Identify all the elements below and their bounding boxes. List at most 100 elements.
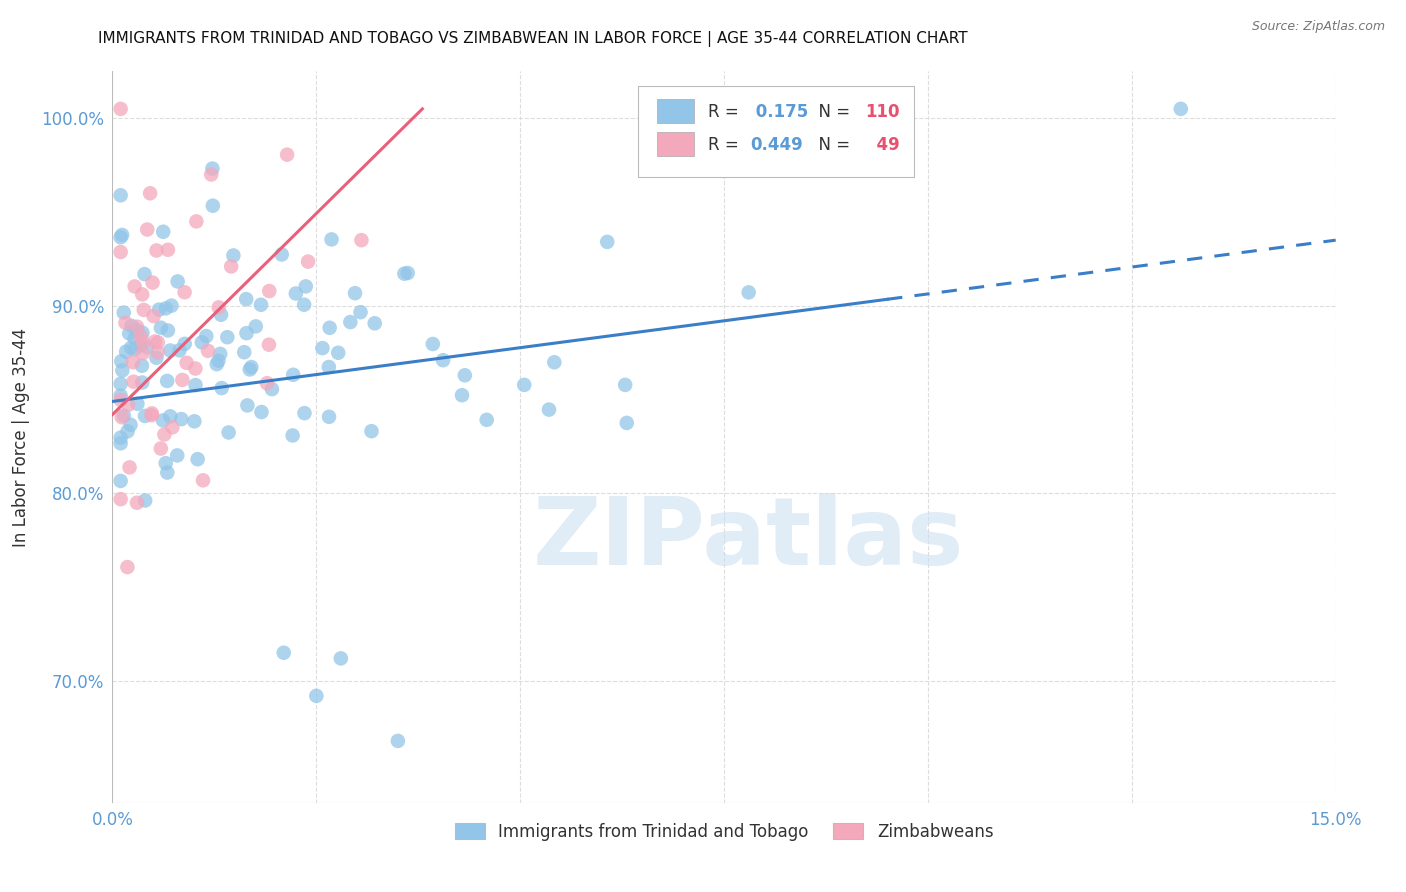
Point xyxy=(186,214,208,228)
Point xyxy=(129,338,152,352)
Point xyxy=(233,345,256,359)
Point xyxy=(110,474,132,488)
Point xyxy=(432,353,454,368)
Point xyxy=(245,319,267,334)
Point xyxy=(121,318,143,333)
Point xyxy=(112,305,135,319)
Point xyxy=(284,286,307,301)
Point xyxy=(111,227,134,242)
Point xyxy=(349,305,371,319)
Point xyxy=(129,329,152,343)
Point xyxy=(162,420,184,434)
Point xyxy=(141,409,163,423)
Point xyxy=(311,341,333,355)
Point xyxy=(156,374,179,388)
Point xyxy=(134,493,156,508)
Point xyxy=(236,398,259,412)
Point xyxy=(596,235,619,249)
FancyBboxPatch shape xyxy=(657,99,693,123)
Point xyxy=(239,362,262,376)
Point xyxy=(201,161,224,176)
Point xyxy=(124,343,146,357)
Point xyxy=(201,199,224,213)
Point xyxy=(155,301,177,316)
Text: ZIPatlas: ZIPatlas xyxy=(533,493,965,585)
Point xyxy=(146,345,169,359)
Point xyxy=(142,309,165,323)
Point xyxy=(270,247,292,261)
Point xyxy=(131,287,153,301)
FancyBboxPatch shape xyxy=(657,132,693,156)
Point xyxy=(276,147,298,161)
Point xyxy=(321,232,343,246)
Point xyxy=(110,376,132,391)
Text: Source: ZipAtlas.com: Source: ZipAtlas.com xyxy=(1251,20,1385,33)
Point xyxy=(152,413,174,427)
Legend: Immigrants from Trinidad and Tobago, Zimbabweans: Immigrants from Trinidad and Tobago, Zim… xyxy=(450,818,998,846)
Point xyxy=(387,734,409,748)
Point xyxy=(294,406,316,420)
Point xyxy=(360,424,382,438)
Point xyxy=(173,285,195,300)
Point xyxy=(184,378,207,392)
Point xyxy=(131,359,153,373)
Point xyxy=(197,343,219,358)
Point xyxy=(148,302,170,317)
Point xyxy=(200,168,222,182)
Point xyxy=(134,409,156,423)
Point xyxy=(110,392,132,407)
Point xyxy=(318,409,340,424)
Point xyxy=(114,316,136,330)
Point xyxy=(110,436,132,450)
Point xyxy=(141,406,163,420)
Point xyxy=(118,460,141,475)
Point xyxy=(124,279,146,293)
Point xyxy=(329,651,352,665)
Point xyxy=(145,244,167,258)
Point xyxy=(281,428,304,442)
Point xyxy=(235,326,257,340)
Point xyxy=(396,266,419,280)
Point xyxy=(131,346,153,360)
Point xyxy=(143,334,166,349)
Text: N =: N = xyxy=(808,103,856,120)
Point xyxy=(211,381,233,395)
Point xyxy=(156,323,179,337)
Point xyxy=(191,335,214,350)
Point xyxy=(169,343,191,358)
Point xyxy=(136,340,159,354)
Point xyxy=(159,409,181,424)
Point xyxy=(110,188,132,202)
Point xyxy=(132,335,155,350)
Point xyxy=(297,254,319,268)
Point xyxy=(127,397,149,411)
Point xyxy=(125,319,148,334)
Text: N =: N = xyxy=(808,136,856,153)
Point xyxy=(124,331,146,345)
Point xyxy=(172,373,194,387)
Point xyxy=(328,345,350,359)
Point xyxy=(537,402,560,417)
Point xyxy=(173,336,195,351)
Text: IMMIGRANTS FROM TRINIDAD AND TOBAGO VS ZIMBABWEAN IN LABOR FORCE | AGE 35-44 COR: IMMIGRANTS FROM TRINIDAD AND TOBAGO VS Z… xyxy=(98,31,969,47)
Point xyxy=(219,260,242,274)
Text: 49: 49 xyxy=(865,136,900,153)
Point xyxy=(132,302,155,317)
Point xyxy=(117,398,139,412)
Point xyxy=(273,646,295,660)
Point xyxy=(235,292,257,306)
Point xyxy=(153,427,176,442)
Point xyxy=(146,335,169,350)
Text: R =: R = xyxy=(709,103,744,120)
Point xyxy=(131,326,153,340)
Point xyxy=(136,222,159,236)
Point xyxy=(159,343,181,358)
Point xyxy=(240,360,263,375)
Point xyxy=(111,363,134,377)
Point xyxy=(250,405,273,419)
Point xyxy=(110,245,132,260)
Point xyxy=(454,368,477,383)
Point xyxy=(160,299,183,313)
Text: 0.175: 0.175 xyxy=(749,103,808,120)
Point xyxy=(115,344,138,359)
